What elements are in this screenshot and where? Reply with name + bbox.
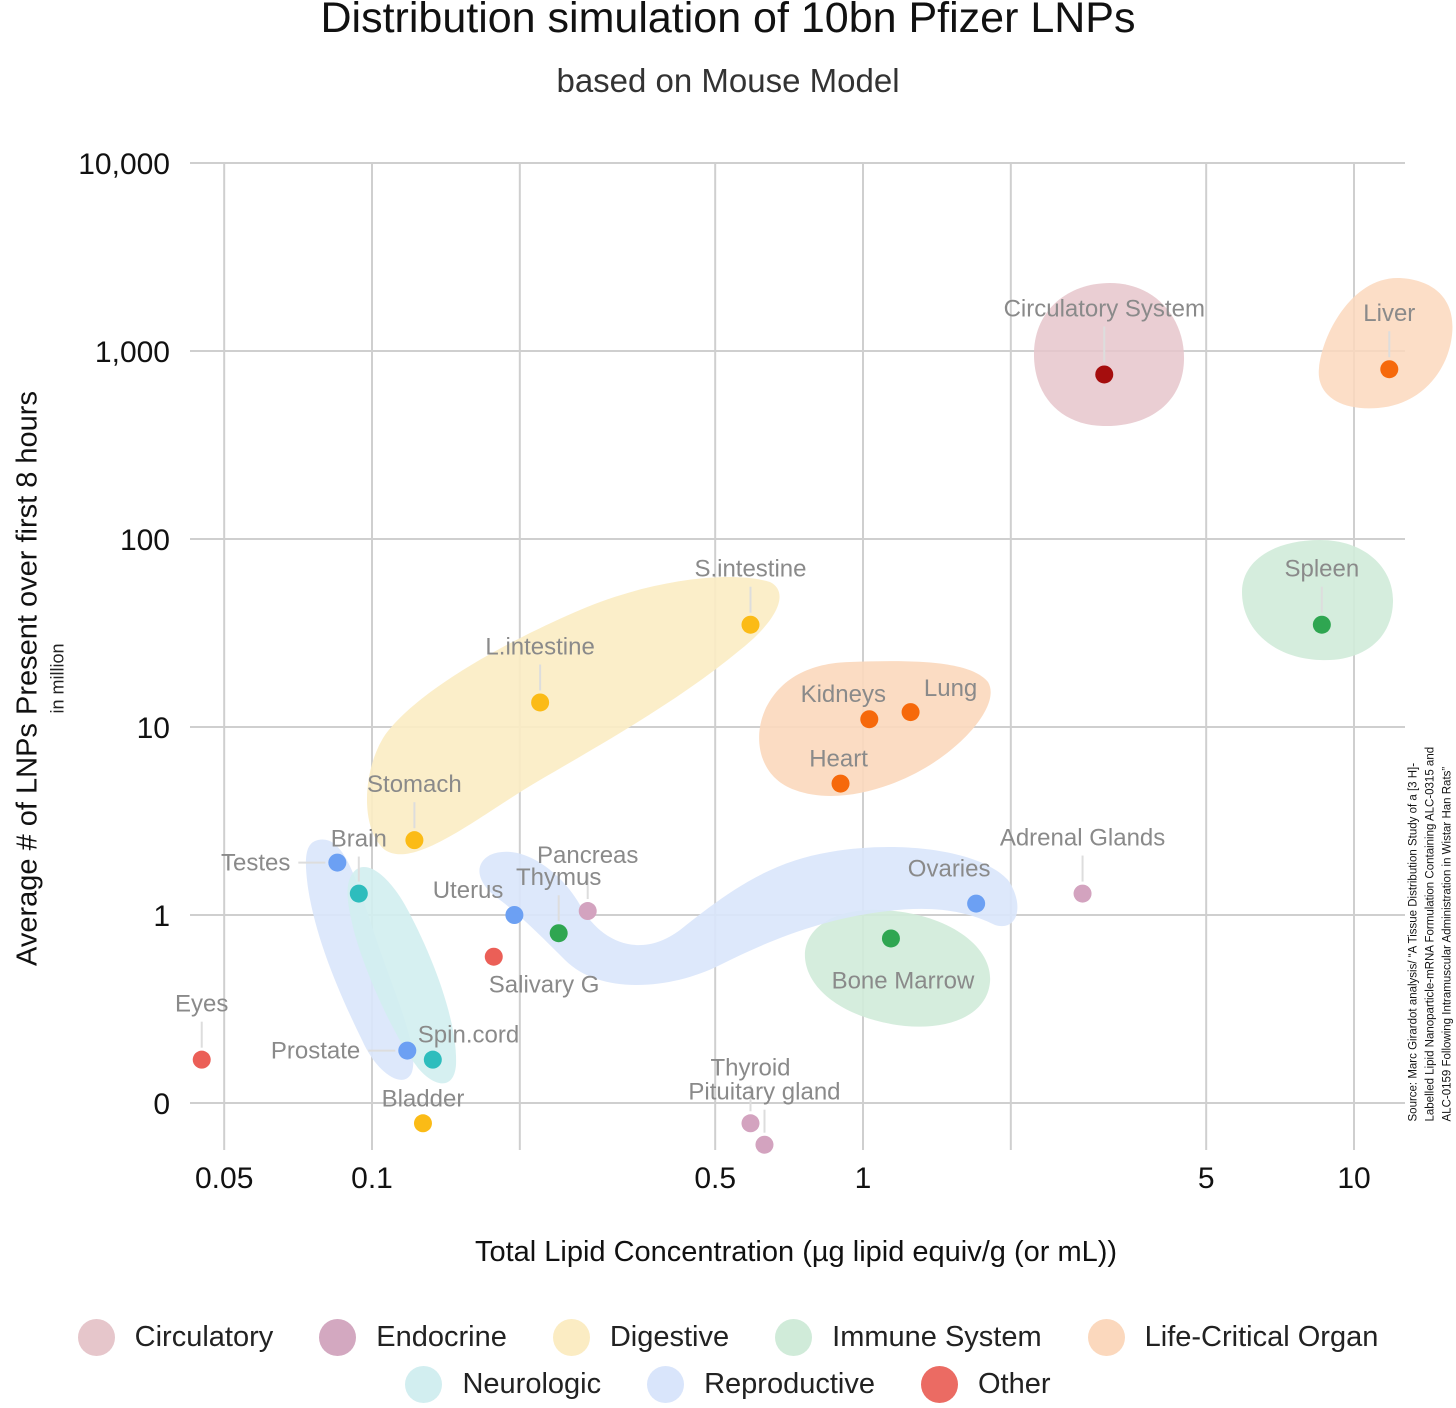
point-label: Bone Marrow (832, 967, 975, 994)
data-point-salivary-g (485, 948, 503, 966)
legend-item-other: Other (921, 1366, 1051, 1403)
y-axis-title: Average # of LNPs Present over first 8 h… (12, 349, 45, 1009)
point-label: Testes (221, 850, 290, 877)
data-point-ovaries (967, 895, 985, 913)
data-point-testes (328, 854, 346, 872)
data-point-circulatory-system (1095, 365, 1113, 383)
data-point-heart (832, 775, 850, 793)
point-label: Stomach (367, 771, 462, 798)
point-label: L.intestine (485, 633, 594, 660)
point-label: Heart (809, 746, 868, 773)
data-point-stomach (405, 831, 423, 849)
y-tick-label: 1 (153, 900, 170, 933)
legend-row: Circulatory Endocrine Digestive Immune Syst… (0, 1314, 1456, 1361)
data-point-pancreas (579, 902, 597, 920)
point-label: Brain (331, 826, 387, 853)
x-tick-label: 0.05 (195, 1162, 253, 1195)
y-tick-label: 100 (120, 524, 170, 557)
data-point-bone-marrow (882, 929, 900, 947)
y-tick-label: 10 (137, 712, 170, 745)
legend: Circulatory Endocrine Digestive Immune Syst… (0, 1314, 1456, 1408)
legend-swatch (405, 1366, 442, 1403)
legend-item-reproductive: Reproductive (647, 1366, 875, 1403)
legend-swatch (319, 1319, 356, 1356)
legend-item-life-critical-organ: Life-Critical Organ (1088, 1319, 1379, 1356)
data-point-eyes (193, 1051, 211, 1069)
point-label: Spin.cord (418, 1022, 519, 1049)
legend-label: Reproductive (704, 1368, 875, 1401)
legend-label: Life-Critical Organ (1145, 1321, 1379, 1354)
point-label: Bladder (382, 1085, 465, 1112)
data-point-spleen (1313, 616, 1331, 634)
point-label: Pituitary gland (688, 1079, 840, 1106)
legend-swatch (647, 1366, 684, 1403)
data-point-thymus (550, 924, 568, 942)
point-label: Lung (924, 675, 977, 702)
point-label: Liver (1363, 300, 1415, 327)
point-label: Eyes (175, 991, 228, 1018)
point-label: Kidneys (801, 681, 886, 708)
x-tick-label: 5 (1198, 1162, 1215, 1195)
point-label: Circulatory System (1004, 295, 1205, 322)
legend-label: Other (978, 1368, 1051, 1401)
data-point-liver (1380, 360, 1398, 378)
x-axis-title: Total Lipid Concentration (µg lipid equi… (0, 1236, 1456, 1269)
point-label: Ovaries (908, 856, 991, 883)
x-tick-label: 10 (1337, 1162, 1370, 1195)
legend-label: Neurologic (462, 1368, 601, 1401)
data-point-s-intestine (741, 616, 759, 634)
legend-item-digestive: Digestive (553, 1319, 729, 1356)
point-label: Uterus (433, 877, 504, 904)
legend-label: Immune System (832, 1321, 1042, 1354)
data-point-pituitary-gland (755, 1136, 773, 1154)
legend-item-neurologic: Neurologic (405, 1366, 601, 1403)
y-tick-label: 1,000 (95, 336, 170, 369)
point-label: Adrenal Glands (1000, 825, 1165, 852)
legend-swatch (1088, 1319, 1125, 1356)
legend-item-endocrine: Endocrine (319, 1319, 507, 1356)
point-label: Spleen (1284, 556, 1359, 583)
data-point-adrenal-glands (1074, 885, 1092, 903)
legend-item-circulatory: Circulatory (78, 1319, 274, 1356)
data-point-l-intestine (531, 693, 549, 711)
x-tick-label: 0.1 (351, 1162, 393, 1195)
x-tick-label: 0.5 (694, 1162, 736, 1195)
legend-swatch (921, 1366, 958, 1403)
digestive-cluster (367, 577, 780, 854)
point-label: Prostate (271, 1038, 360, 1065)
y-axis-unit: in million (48, 579, 69, 779)
liver-cluster (1319, 278, 1453, 408)
legend-swatch (78, 1319, 115, 1356)
point-label: S.intestine (694, 556, 806, 583)
y-tick-label: 0 (153, 1088, 170, 1121)
point-label: Thyroid (710, 1054, 790, 1081)
data-point-spin-cord (424, 1051, 442, 1069)
source-note: Source: Marc Girardot analysis/ “A Tissu… (1406, 722, 1456, 1122)
legend-row: Neurologic Reproductive Other (0, 1361, 1456, 1408)
legend-label: Endocrine (376, 1321, 507, 1354)
legend-label: Circulatory (135, 1321, 274, 1354)
x-tick-label: 1 (855, 1162, 872, 1195)
legend-item-immune-system: Immune System (775, 1319, 1042, 1356)
legend-swatch (553, 1319, 590, 1356)
point-label: Thymus (516, 864, 601, 891)
data-point-bladder (414, 1114, 432, 1132)
data-point-thyroid (741, 1114, 759, 1132)
legend-swatch (775, 1319, 812, 1356)
data-point-lung (902, 703, 920, 721)
data-point-uterus (505, 906, 523, 924)
legend-label: Digestive (610, 1321, 729, 1354)
point-label: Salivary G (489, 972, 600, 999)
data-point-kidneys (860, 710, 878, 728)
data-point-brain (350, 885, 368, 903)
data-point-prostate (398, 1042, 416, 1060)
y-tick-label: 10,000 (78, 148, 170, 181)
